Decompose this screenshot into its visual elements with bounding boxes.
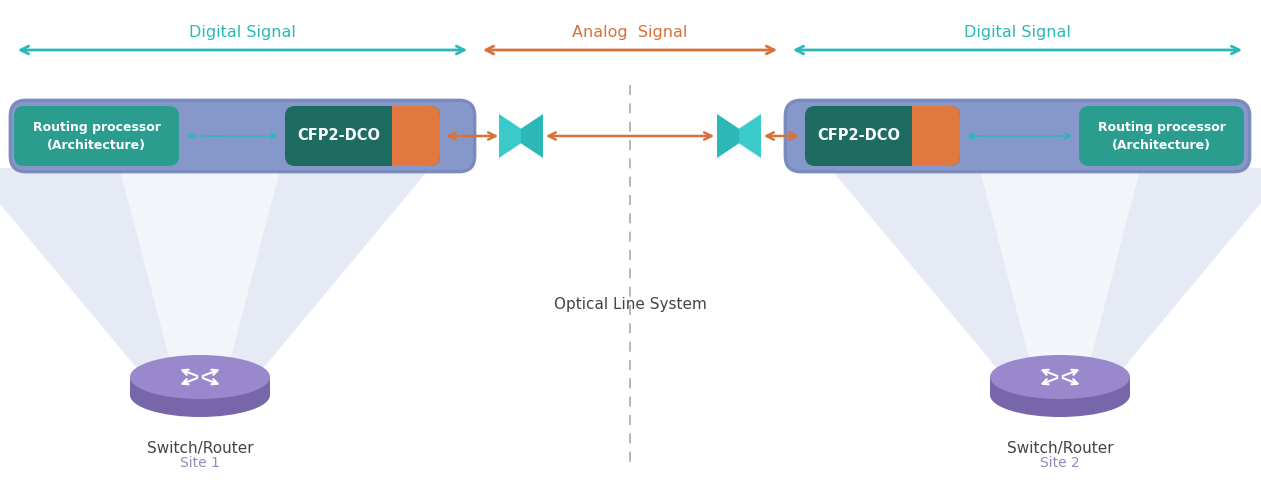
FancyBboxPatch shape xyxy=(900,106,960,166)
FancyBboxPatch shape xyxy=(380,106,440,166)
Text: Digital Signal: Digital Signal xyxy=(189,24,296,39)
Polygon shape xyxy=(739,114,760,158)
Bar xyxy=(130,377,270,395)
Ellipse shape xyxy=(990,373,1130,417)
Text: Site 2: Site 2 xyxy=(1040,456,1079,470)
Text: Routing processor: Routing processor xyxy=(33,121,160,134)
Text: Digital Signal: Digital Signal xyxy=(965,24,1071,39)
Text: CFP2-DCO: CFP2-DCO xyxy=(817,129,900,144)
FancyBboxPatch shape xyxy=(285,106,440,166)
FancyBboxPatch shape xyxy=(10,100,475,172)
Polygon shape xyxy=(120,168,280,390)
Text: Switch/Router: Switch/Router xyxy=(146,441,253,456)
FancyBboxPatch shape xyxy=(14,106,179,166)
Polygon shape xyxy=(830,168,1261,390)
Polygon shape xyxy=(0,168,430,390)
Text: Switch/Router: Switch/Router xyxy=(1006,441,1113,456)
Text: CFP2-DCO: CFP2-DCO xyxy=(298,129,380,144)
FancyBboxPatch shape xyxy=(805,106,960,166)
FancyBboxPatch shape xyxy=(787,102,1248,170)
Text: Site 1: Site 1 xyxy=(180,456,219,470)
Bar xyxy=(380,106,392,166)
Polygon shape xyxy=(718,114,739,158)
Text: (Architecture): (Architecture) xyxy=(47,140,146,153)
Text: Optical Line System: Optical Line System xyxy=(554,298,706,312)
Polygon shape xyxy=(980,168,1140,390)
Ellipse shape xyxy=(130,373,270,417)
Text: Routing processor: Routing processor xyxy=(1097,121,1226,134)
Polygon shape xyxy=(499,114,521,158)
Bar xyxy=(990,377,1130,395)
Polygon shape xyxy=(521,114,543,158)
Text: (Architecture): (Architecture) xyxy=(1112,140,1211,153)
Text: Analog  Signal: Analog Signal xyxy=(572,24,687,39)
FancyBboxPatch shape xyxy=(13,102,473,170)
FancyBboxPatch shape xyxy=(786,100,1250,172)
Bar xyxy=(900,106,912,166)
Ellipse shape xyxy=(130,355,270,399)
Ellipse shape xyxy=(990,355,1130,399)
FancyBboxPatch shape xyxy=(1079,106,1245,166)
